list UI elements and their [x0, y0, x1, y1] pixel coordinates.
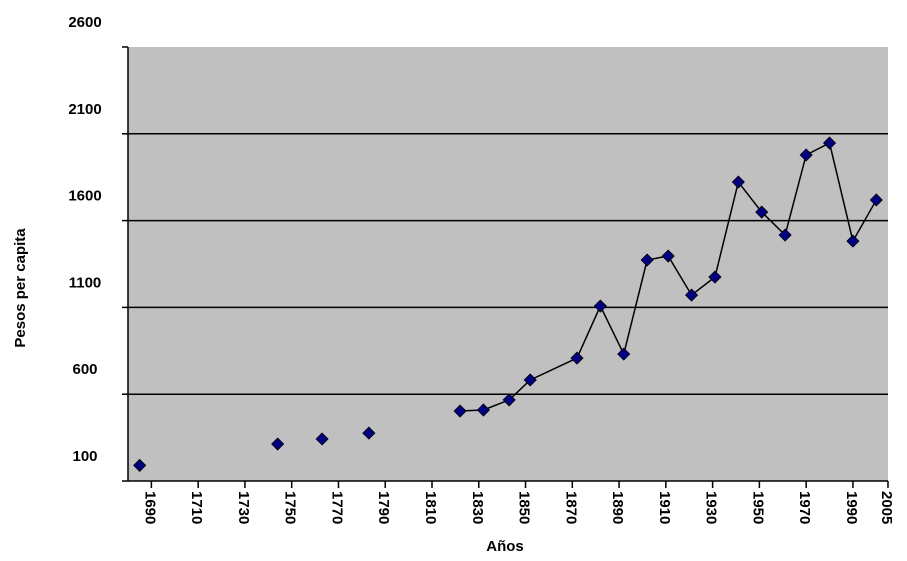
x-tick-label: 1950	[749, 491, 766, 524]
data-point	[453, 404, 467, 418]
data-point	[476, 403, 491, 417]
data-point	[846, 234, 860, 248]
data-point	[502, 393, 516, 407]
data-point	[640, 253, 654, 267]
y-axis-label: Pesos per capita	[12, 228, 29, 348]
x-axis-label: Años	[486, 538, 524, 555]
data-point	[617, 347, 631, 361]
data-point	[755, 205, 769, 219]
y-tick-label: 100	[72, 448, 97, 465]
data-point	[731, 175, 745, 189]
plot-area	[128, 47, 888, 481]
x-tick-label: 1770	[328, 491, 345, 524]
x-tick-label: 1810	[422, 491, 439, 524]
data-point	[708, 270, 722, 284]
x-tick-label: 1730	[235, 491, 252, 524]
data-point	[593, 299, 607, 313]
data-point	[685, 288, 699, 302]
x-tick-label: 1690	[141, 491, 158, 524]
y-tick-label: 600	[72, 361, 97, 378]
data-point	[822, 136, 837, 150]
x-tick-label: 1970	[796, 491, 813, 524]
x-tick-label: 1910	[656, 491, 673, 524]
data-point	[778, 228, 792, 242]
data-point	[661, 249, 675, 263]
x-tick-label: 1890	[609, 491, 626, 524]
data-point	[570, 351, 584, 365]
y-tick-label: 1100	[69, 274, 102, 291]
y-tick-label: 2100	[68, 101, 101, 118]
x-tick-label: 1870	[562, 491, 579, 524]
x-tick-label: 1850	[516, 491, 533, 524]
data-point	[799, 148, 813, 162]
data-point	[133, 458, 147, 472]
x-tick-label: 1710	[188, 491, 205, 524]
x-tick-label: 1990	[843, 491, 860, 524]
data-point	[523, 373, 537, 387]
x-tick-label: 1790	[375, 491, 392, 524]
x-tick-label: 1830	[469, 491, 486, 524]
y-tick-label: 2600	[68, 14, 101, 31]
data-point	[362, 426, 376, 440]
x-tick-label: 1930	[703, 491, 720, 524]
data-point	[869, 193, 883, 207]
y-tick-label: 1600	[68, 188, 101, 205]
x-tick-label: 2005	[878, 491, 895, 524]
x-tick-label: 1750	[282, 491, 299, 524]
data-point	[315, 432, 329, 446]
data-point	[271, 437, 285, 451]
